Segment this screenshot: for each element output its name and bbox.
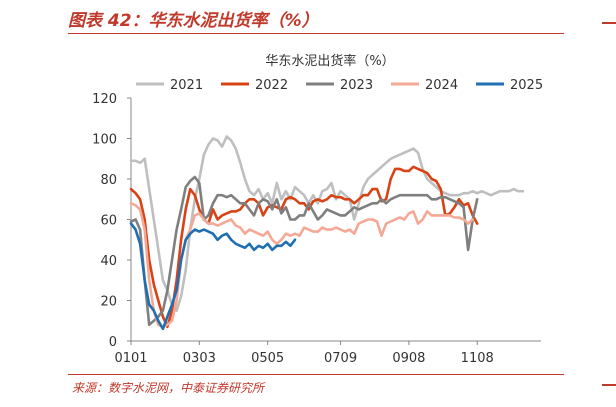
adjacent-figure-edge-bottom	[602, 384, 616, 386]
series-line-2025	[129, 222, 297, 331]
legend-label-2022: 2022	[255, 78, 288, 93]
x-tick-label: 0908	[392, 351, 425, 366]
y-tick-label: 80	[100, 173, 117, 188]
y-tick-label: 20	[100, 295, 117, 310]
legend-label-2025: 2025	[510, 78, 543, 93]
x-tick-label: 0101	[114, 351, 147, 366]
series-line-2021	[129, 135, 525, 312]
y-tick-label: 0	[109, 335, 117, 350]
legend: 2021 2022 2023 2024 2025	[136, 78, 543, 93]
axes: 0 20 40 60 80 100 120 0101 0303 0505 0709 0908 1108	[92, 92, 541, 366]
x-tick-label: 0709	[324, 351, 357, 366]
series-line-2023	[129, 175, 479, 327]
title-underline	[68, 33, 564, 34]
legend-label-2024: 2024	[425, 78, 458, 93]
x-tick-label: 0505	[251, 351, 284, 366]
chart-title: 华东水泥出货率（%）	[265, 53, 394, 69]
y-tick-label: 100	[92, 133, 117, 148]
source-divider	[68, 374, 564, 375]
x-tick-label: 1108	[461, 351, 494, 366]
series-line-2022	[129, 165, 479, 329]
y-tick-label: 40	[100, 254, 117, 269]
y-tick-label: 60	[100, 214, 117, 229]
series-line-2024	[129, 202, 474, 329]
series-layer	[129, 135, 525, 331]
legend-label-2023: 2023	[340, 78, 373, 93]
source-note: 来源：数字水泥网，中泰证券研究所	[72, 381, 265, 395]
figure-title: 图表 42：华东水泥出货率（%）	[68, 11, 319, 31]
adjacent-figure-edge-top	[602, 22, 616, 24]
legend-label-2021: 2021	[170, 78, 203, 93]
x-tick-label: 0303	[183, 351, 216, 366]
y-tick-label: 120	[92, 92, 117, 107]
